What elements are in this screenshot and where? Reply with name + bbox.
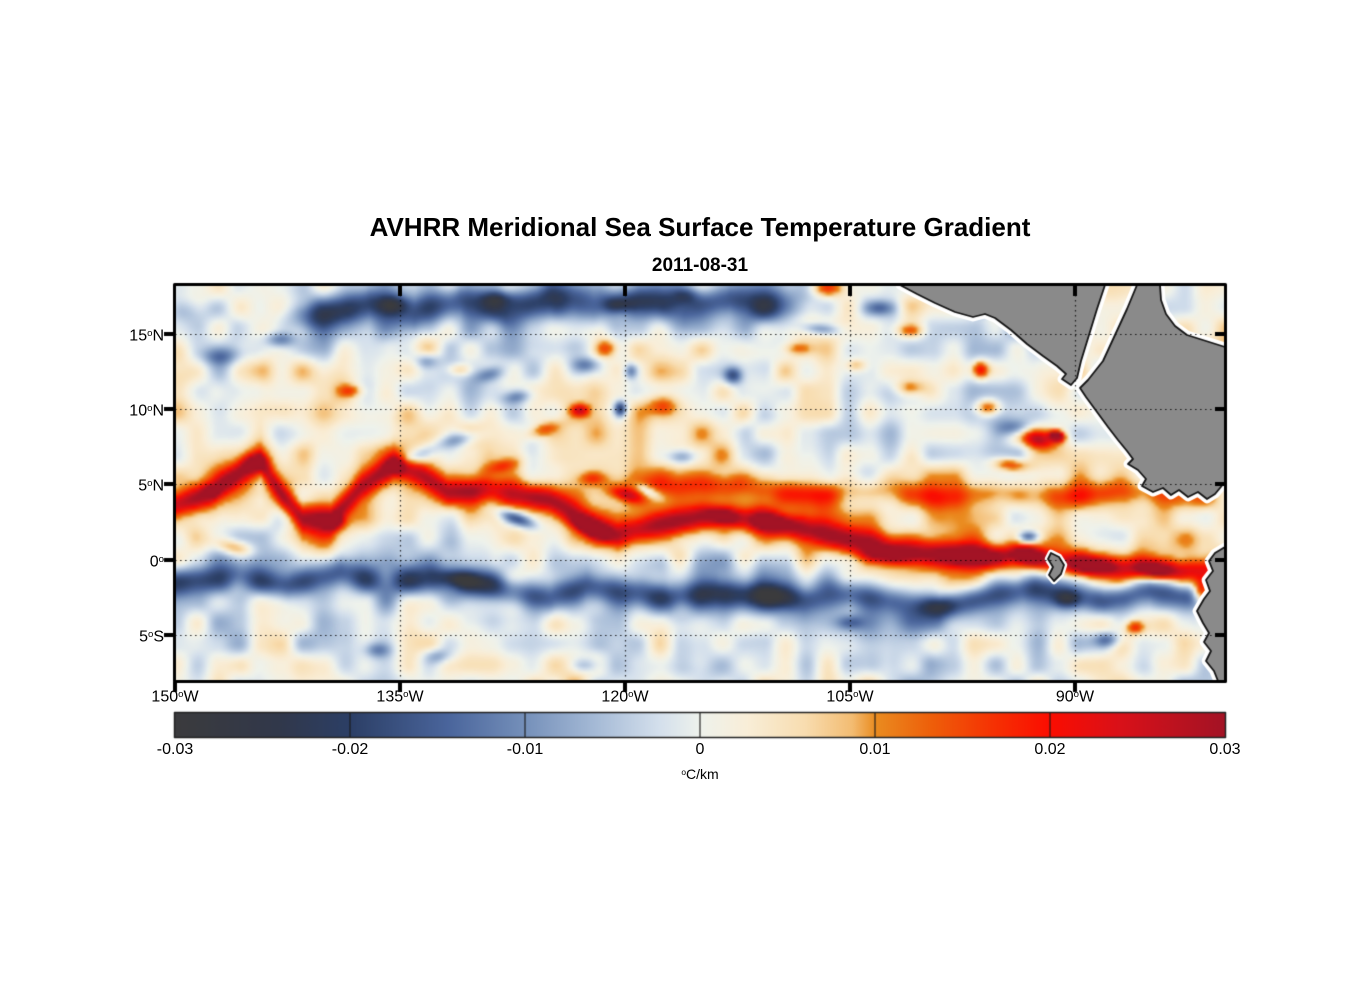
x-axis-tick-label: 150oW — [151, 688, 199, 706]
colorbar-tick-label: 0.03 — [1209, 741, 1241, 758]
y-axis-tick-label: 5oS — [139, 628, 164, 646]
colorbar-tick-label: -0.03 — [156, 741, 194, 758]
y-axis-tick-label: 15oN — [129, 326, 164, 344]
x-axis-tick-label: 90oW — [1055, 688, 1095, 706]
colorbar-tick-label: 0 — [695, 741, 705, 758]
x-axis-tick-label: 135oW — [376, 688, 424, 706]
y-axis-tick-label: 5oN — [138, 477, 164, 495]
colorbar-unit-label: oC/km — [681, 765, 719, 782]
y-axis-tick-label: 0o — [149, 552, 164, 570]
x-axis-tick-label: 105oW — [826, 688, 874, 706]
x-axis-tick-label: 120oW — [601, 688, 649, 706]
colorbar-tick-label: 0.02 — [1034, 741, 1066, 758]
y-axis-tick-label: 10oN — [129, 402, 164, 420]
colorbar-tick-label: -0.02 — [331, 741, 369, 758]
colorbar-tick-label: -0.01 — [506, 741, 544, 758]
colorbar-tick-label: 0.01 — [859, 741, 891, 758]
